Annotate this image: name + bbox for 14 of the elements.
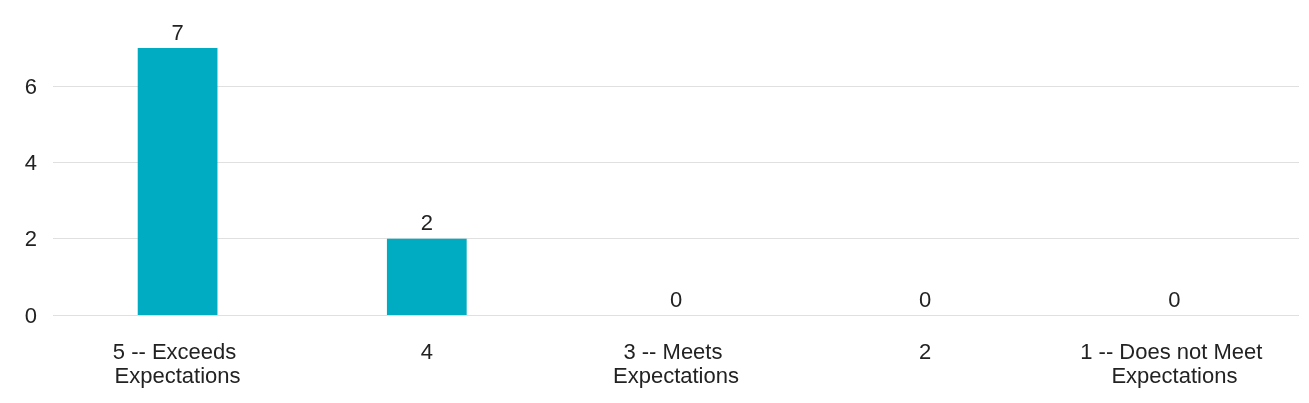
y-tick-label: 2 [24, 226, 37, 252]
x-tick-label: 1 -- Does not Meet Expectations [1080, 338, 1269, 388]
data-label: 0 [669, 286, 683, 312]
x-tick-label: 5 -- Exceeds Expectations [112, 338, 243, 388]
y-tick-label: 0 [24, 302, 37, 328]
data-label: 7 [171, 19, 184, 45]
data-label: 2 [420, 210, 433, 236]
y-tick-label: 6 [24, 73, 37, 99]
x-tick-label: 3 -- Meets Expectations [613, 338, 739, 388]
x-tick-label: 4 [420, 338, 433, 364]
data-label: 0 [919, 286, 932, 312]
x-tick-label: 2 [919, 338, 932, 364]
y-tick-label: 4 [24, 149, 37, 175]
data-label: 0 [1168, 286, 1181, 312]
